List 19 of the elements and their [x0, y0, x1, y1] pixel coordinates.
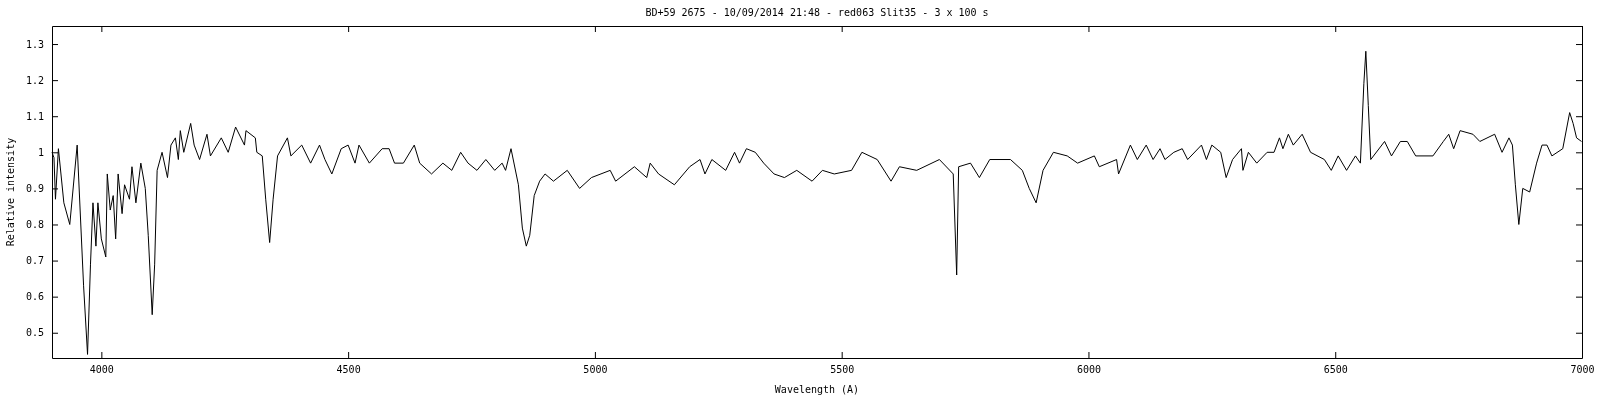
x-tick-label: 4000: [89, 364, 114, 376]
y-axis-title: Relative intensity: [5, 137, 16, 247]
y-tick-label: 0.5: [25, 327, 44, 339]
x-tick-label: 5500: [830, 364, 855, 376]
y-tick-label: 1: [37, 147, 44, 158]
x-tick-label: 7000: [1570, 364, 1595, 376]
y-tick-label: 1.3: [25, 38, 44, 50]
y-tick-label: 1.2: [25, 74, 44, 86]
y-tick-label: 0.8: [25, 219, 44, 231]
x-tick-label: 6000: [1076, 364, 1101, 376]
chart-title: BD+59 2675 - 10/09/2014 21:48 - red063 Slit35 - 3 x 100 s: [645, 7, 989, 18]
y-tick-label: 0.7: [25, 255, 44, 267]
y-tick-label: 1.1: [25, 110, 44, 122]
y-tick-label: 0.9: [25, 183, 44, 195]
x-axis-title: Wavelength (A): [774, 384, 860, 395]
y-tick-label: 0.6: [25, 291, 44, 303]
x-tick-label: 5000: [583, 364, 608, 376]
x-tick-label: 6500: [1323, 364, 1348, 376]
x-tick-label: 4500: [336, 364, 361, 376]
